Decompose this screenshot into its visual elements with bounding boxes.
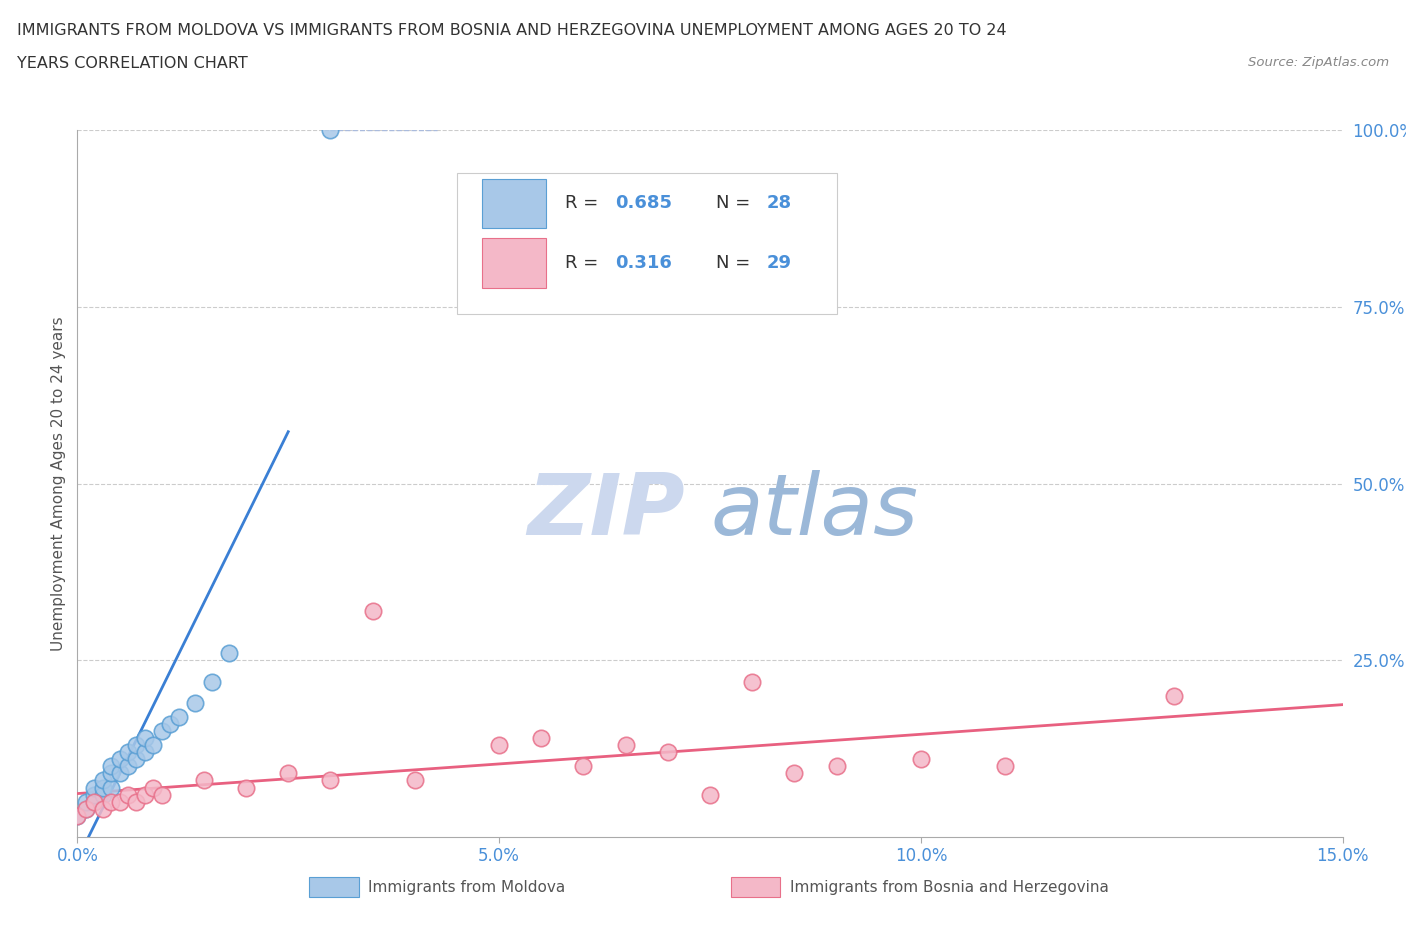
- Point: [319, 773, 342, 788]
- Text: Immigrants from Bosnia and Herzegovina: Immigrants from Bosnia and Herzegovina: [790, 880, 1109, 895]
- Point: [910, 751, 932, 766]
- Point: [91, 802, 114, 817]
- Text: atlas: atlas: [710, 471, 918, 553]
- Text: Source: ZipAtlas.com: Source: ZipAtlas.com: [1249, 56, 1389, 69]
- Point: [218, 645, 240, 660]
- Point: [125, 794, 148, 809]
- Point: [117, 787, 139, 802]
- Text: 0.316: 0.316: [616, 254, 672, 272]
- Point: [134, 787, 156, 802]
- Point: [572, 759, 595, 774]
- Point: [614, 737, 637, 752]
- Point: [75, 794, 97, 809]
- Point: [142, 737, 165, 752]
- Point: [66, 808, 89, 823]
- Point: [66, 808, 89, 823]
- Point: [741, 674, 763, 689]
- Point: [117, 745, 139, 760]
- Text: 29: 29: [768, 254, 792, 272]
- FancyBboxPatch shape: [482, 238, 546, 287]
- Point: [184, 696, 207, 711]
- Point: [167, 710, 190, 724]
- Point: [530, 731, 553, 746]
- Point: [699, 787, 721, 802]
- Point: [277, 766, 299, 781]
- Point: [319, 123, 342, 138]
- Text: N =: N =: [717, 194, 756, 212]
- Text: ZIP: ZIP: [527, 471, 685, 553]
- Y-axis label: Unemployment Among Ages 20 to 24 years: Unemployment Among Ages 20 to 24 years: [51, 316, 66, 651]
- Point: [83, 787, 105, 802]
- Point: [1163, 688, 1185, 703]
- Point: [100, 766, 122, 781]
- Point: [91, 787, 114, 802]
- Point: [201, 674, 224, 689]
- Point: [100, 759, 122, 774]
- Point: [91, 780, 114, 795]
- Text: Immigrants from Moldova: Immigrants from Moldova: [368, 880, 565, 895]
- Text: IMMIGRANTS FROM MOLDOVA VS IMMIGRANTS FROM BOSNIA AND HERZEGOVINA UNEMPLOYMENT A: IMMIGRANTS FROM MOLDOVA VS IMMIGRANTS FR…: [17, 23, 1007, 38]
- Point: [100, 794, 122, 809]
- Point: [150, 787, 173, 802]
- Point: [108, 794, 131, 809]
- Point: [404, 773, 426, 788]
- Point: [150, 724, 173, 738]
- Point: [108, 751, 131, 766]
- Point: [488, 737, 510, 752]
- Point: [75, 802, 97, 817]
- FancyBboxPatch shape: [482, 179, 546, 228]
- Text: 28: 28: [768, 194, 792, 212]
- Point: [117, 759, 139, 774]
- Point: [125, 737, 148, 752]
- Text: 0.685: 0.685: [616, 194, 672, 212]
- Point: [825, 759, 848, 774]
- Point: [91, 773, 114, 788]
- Point: [134, 745, 156, 760]
- Point: [783, 766, 806, 781]
- Point: [142, 780, 165, 795]
- Point: [75, 802, 97, 817]
- Point: [994, 759, 1017, 774]
- Point: [657, 745, 679, 760]
- Point: [100, 780, 122, 795]
- Text: R =: R =: [565, 194, 603, 212]
- Text: R =: R =: [565, 254, 603, 272]
- Point: [83, 794, 105, 809]
- Point: [108, 766, 131, 781]
- FancyBboxPatch shape: [457, 173, 837, 314]
- Point: [361, 604, 384, 618]
- Point: [83, 780, 105, 795]
- Point: [193, 773, 215, 788]
- Text: N =: N =: [717, 254, 756, 272]
- Point: [235, 780, 257, 795]
- Point: [159, 716, 181, 731]
- Text: YEARS CORRELATION CHART: YEARS CORRELATION CHART: [17, 56, 247, 71]
- Point: [134, 731, 156, 746]
- Point: [83, 794, 105, 809]
- Point: [125, 751, 148, 766]
